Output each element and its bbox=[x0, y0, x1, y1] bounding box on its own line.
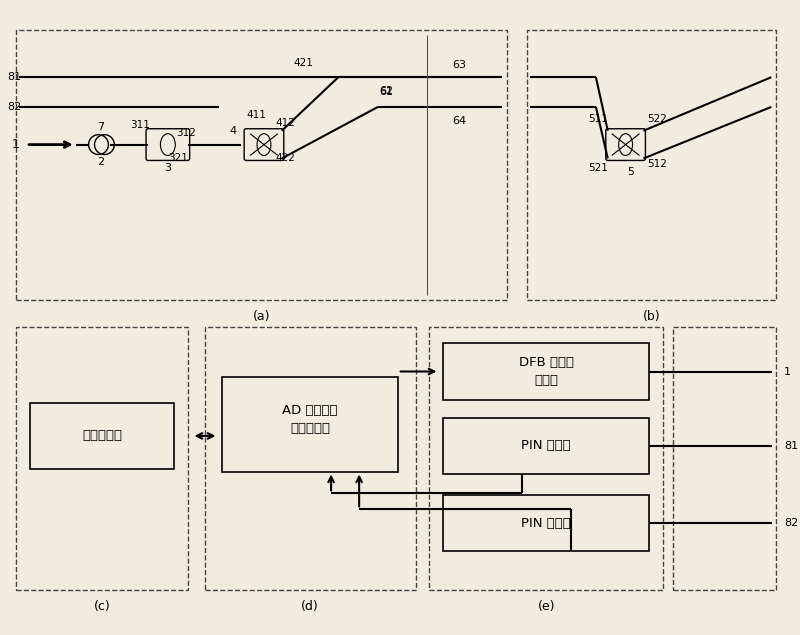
Text: 311: 311 bbox=[130, 120, 150, 130]
Text: 5: 5 bbox=[627, 168, 634, 177]
Text: (d): (d) bbox=[301, 600, 319, 613]
Bar bbox=[443, 418, 650, 474]
Text: 521: 521 bbox=[588, 163, 608, 173]
Text: 82: 82 bbox=[784, 518, 798, 528]
Text: 63: 63 bbox=[452, 60, 466, 70]
Text: 3: 3 bbox=[164, 163, 171, 173]
Text: PIN 探测器: PIN 探测器 bbox=[522, 439, 571, 452]
Bar bbox=[443, 343, 650, 400]
Text: 522: 522 bbox=[647, 114, 667, 124]
Text: 主机服务器: 主机服务器 bbox=[82, 429, 122, 443]
Bar bbox=[526, 30, 776, 300]
Text: 321: 321 bbox=[168, 154, 188, 163]
Text: 82: 82 bbox=[7, 102, 22, 112]
Text: 1: 1 bbox=[784, 366, 791, 377]
Bar bbox=[16, 327, 188, 591]
Text: 81: 81 bbox=[7, 72, 22, 82]
Bar bbox=[222, 377, 398, 472]
Text: 421: 421 bbox=[294, 58, 314, 69]
Text: PIN 探测器: PIN 探测器 bbox=[522, 517, 571, 530]
Text: 422: 422 bbox=[276, 154, 296, 163]
Text: 511: 511 bbox=[588, 114, 608, 124]
Text: 64: 64 bbox=[452, 116, 466, 126]
Text: (c): (c) bbox=[94, 600, 110, 613]
Text: 312: 312 bbox=[176, 128, 196, 138]
Text: 81: 81 bbox=[784, 441, 798, 451]
Text: 61: 61 bbox=[379, 87, 393, 97]
Text: DFB 半导体: DFB 半导体 bbox=[519, 356, 574, 369]
Text: 512: 512 bbox=[647, 159, 667, 170]
Text: (a): (a) bbox=[253, 309, 270, 323]
Bar bbox=[30, 403, 174, 469]
Text: 围控制单元: 围控制单元 bbox=[290, 422, 330, 435]
Bar bbox=[430, 327, 663, 591]
Text: 412: 412 bbox=[276, 118, 296, 128]
Bar bbox=[205, 327, 415, 591]
Text: (b): (b) bbox=[642, 309, 660, 323]
Bar bbox=[16, 30, 506, 300]
Bar bbox=[673, 327, 776, 591]
Text: 2: 2 bbox=[97, 157, 104, 168]
Text: 411: 411 bbox=[246, 110, 266, 120]
Text: 4: 4 bbox=[229, 126, 236, 136]
Text: 62: 62 bbox=[378, 86, 393, 96]
Text: AD 采集与外: AD 采集与外 bbox=[282, 404, 338, 417]
Bar bbox=[443, 495, 650, 551]
Text: 1: 1 bbox=[11, 138, 19, 151]
Text: 激光器: 激光器 bbox=[534, 374, 558, 387]
Text: (e): (e) bbox=[538, 600, 555, 613]
Text: 7: 7 bbox=[97, 122, 104, 132]
